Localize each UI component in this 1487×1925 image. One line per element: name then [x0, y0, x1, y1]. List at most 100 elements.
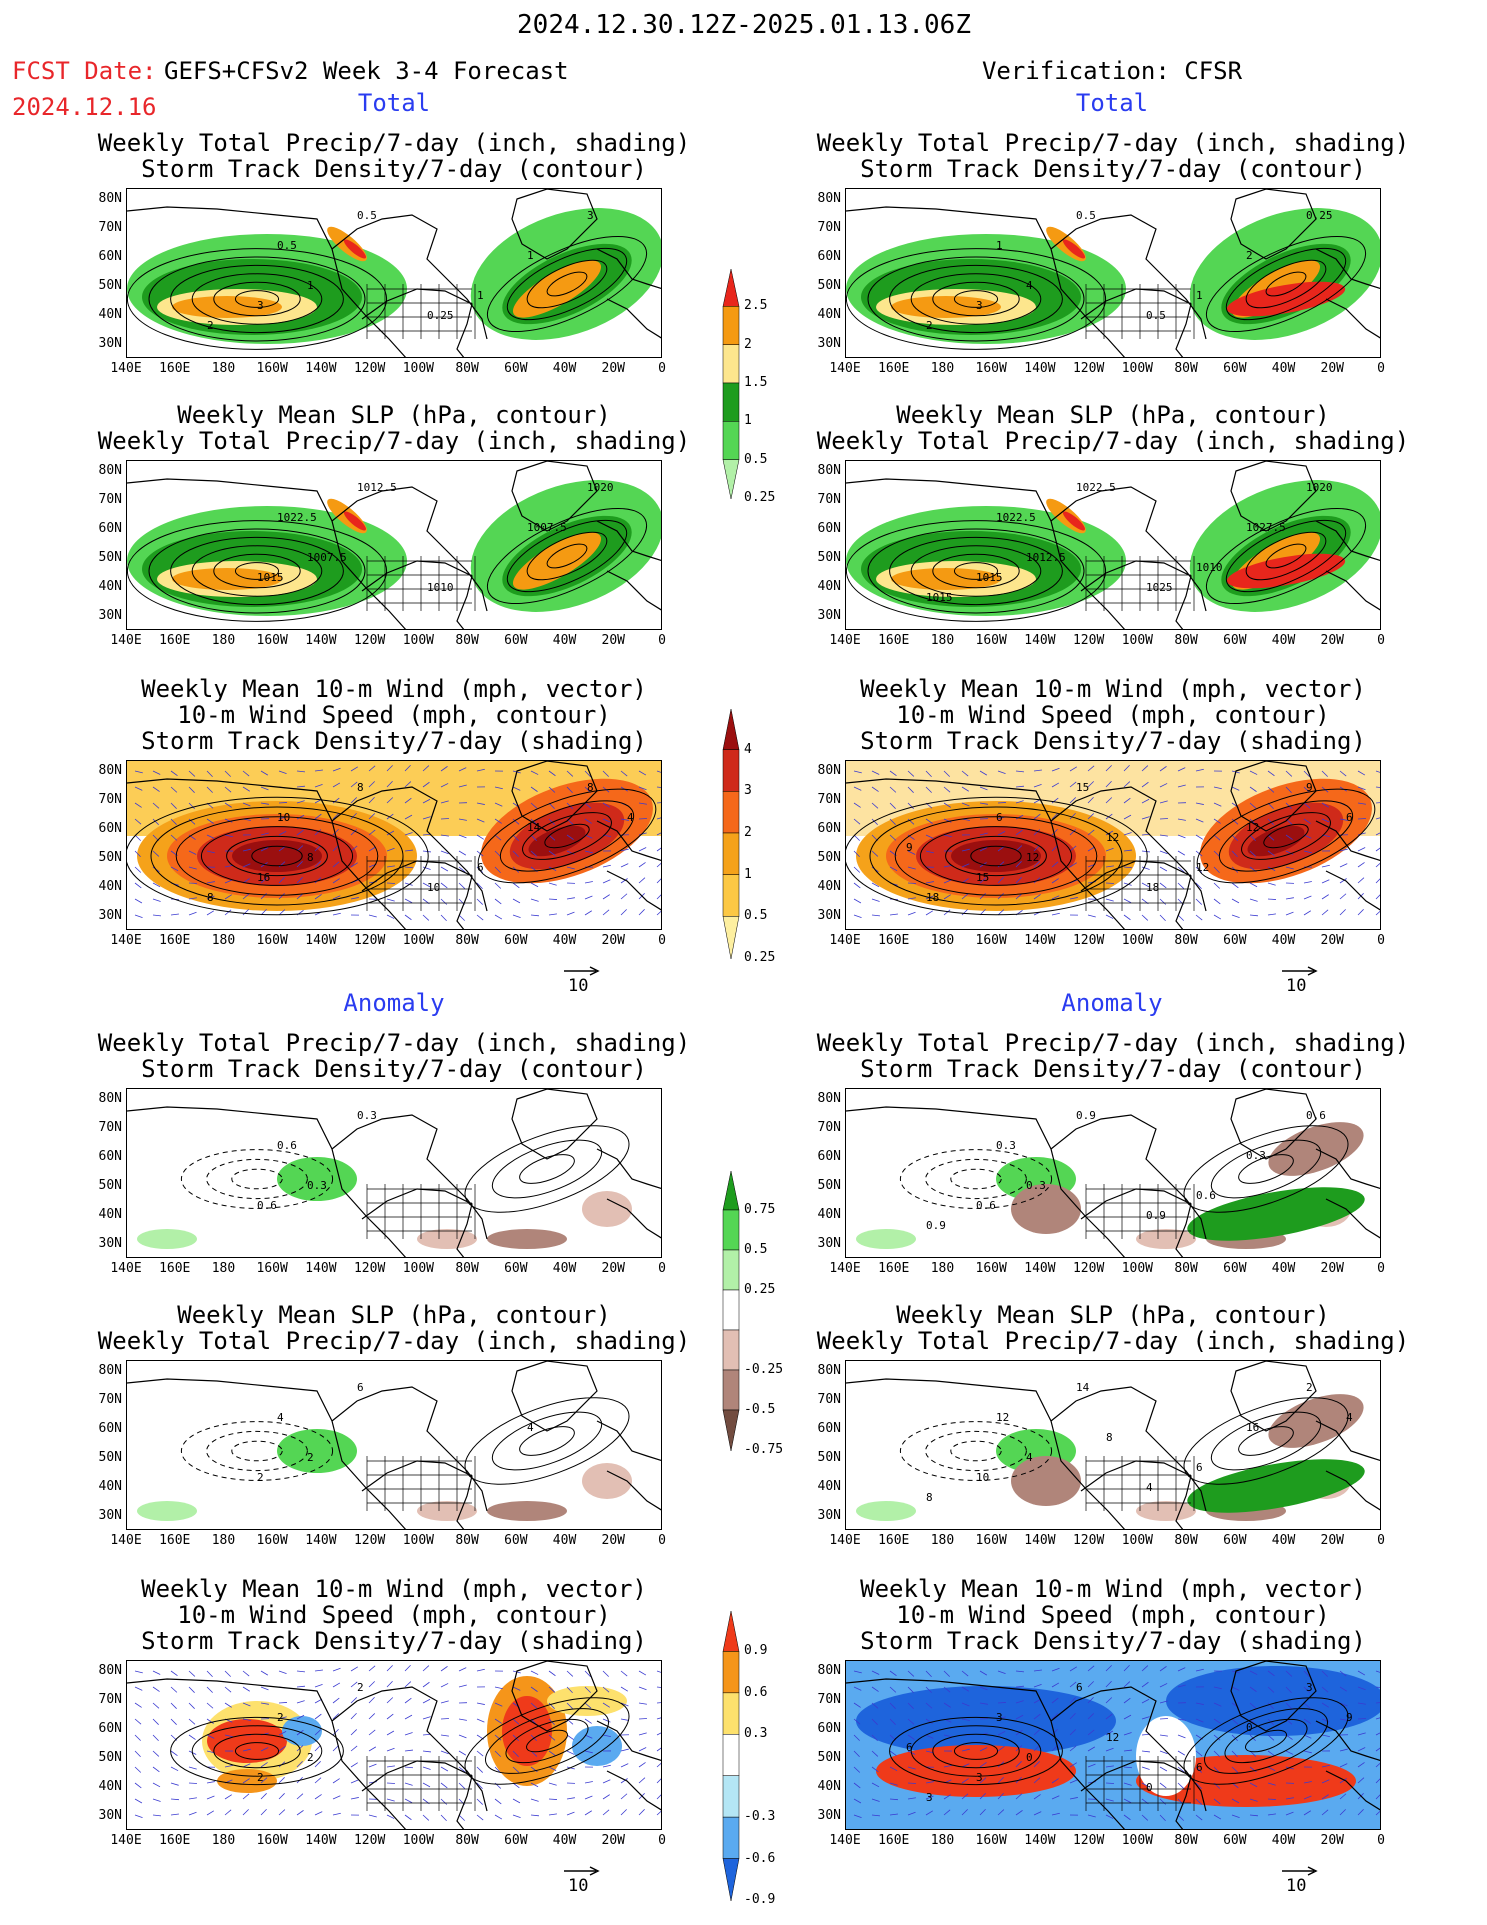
contour-label: 3	[926, 1791, 933, 1804]
contour-label: 12	[1246, 821, 1259, 834]
lon-tick-label: 140E	[829, 361, 861, 376]
lat-tick-label: 30N	[98, 336, 122, 351]
lon-tick-label: 180	[930, 1833, 955, 1848]
lon-tick-label: 160W	[256, 933, 288, 948]
vector-ref-4: 10	[1280, 1865, 1320, 1895]
contour-label: 16	[257, 871, 270, 884]
contour-label: 0.3	[357, 1109, 377, 1122]
contour-label: 4	[277, 1411, 284, 1424]
colorbar-swatch	[722, 1209, 740, 1251]
lon-tick-label: 100W	[402, 361, 435, 376]
contour-label: 6	[996, 811, 1003, 824]
contour-label: 0.9	[1076, 1109, 1096, 1122]
lon-tick-label: 180	[930, 1261, 955, 1276]
colorbar-tick-label: 0.5	[744, 1242, 768, 1257]
lon-tick-label: 0	[1377, 933, 1385, 948]
contour-label: 1	[477, 289, 484, 302]
contour-label: 15	[976, 871, 989, 884]
lon-tick-label: 60W	[1223, 633, 1247, 648]
lat-tick-label: 70N	[817, 220, 841, 235]
panel-title: 10-m Wind Speed (mph, contour)	[896, 701, 1330, 729]
lon-tick-label: 100W	[402, 1533, 435, 1548]
contour-label: 6	[357, 1381, 364, 1394]
lat-tick-label: 50N	[98, 278, 122, 293]
lon-tick-label: 0	[1377, 1533, 1385, 1548]
contour-label: 4	[1346, 1411, 1353, 1424]
contour-label: 8	[926, 1491, 933, 1504]
contour-label: 18	[926, 891, 939, 904]
map-panel: 3 6 0 3 0 0 3 3 6 9 12 6	[845, 1660, 1381, 1830]
colorbar-tick-label: 0.5	[744, 451, 768, 467]
lon-tick-label: 40W	[552, 1533, 577, 1548]
contour-label: 2	[926, 319, 933, 332]
lon-tick-label: 160W	[975, 1833, 1007, 1848]
arrow-right-icon	[564, 1866, 600, 1876]
lat-tick-label: 70N	[98, 1692, 122, 1707]
lon-tick-label: 120W	[1072, 1261, 1105, 1276]
lat-tick-label: 70N	[817, 1392, 841, 1407]
panel-title: Storm Track Density/7-day (shading)	[141, 727, 647, 755]
lat-tick-label: 70N	[98, 1392, 122, 1407]
colorbar-tick-label: 0.75	[744, 1202, 776, 1217]
contour-label: 1027.5	[1246, 521, 1286, 534]
map-plot: 10 8 8 16 14 10 8 8 6 4	[127, 761, 661, 929]
lat-tick-label: 40N	[817, 579, 841, 594]
contour-label: 6	[1196, 1461, 1203, 1474]
lon-tick-label: 20W	[601, 933, 626, 948]
panel-title: Storm Track Density/7-day (shading)	[860, 727, 1366, 755]
lat-tick-label: 40N	[98, 879, 122, 894]
lat-tick-label: 30N	[98, 1508, 122, 1523]
lon-tick-label: 40W	[552, 633, 577, 648]
lon-tick-label: 180	[930, 633, 955, 648]
contour-label: 6	[477, 861, 484, 874]
contour-label: 14	[1076, 1381, 1090, 1394]
lon-tick-label: 120W	[353, 1833, 386, 1848]
contour-label: 12	[1196, 861, 1209, 874]
panel-title: Storm Track Density/7-day (shading)	[141, 1627, 647, 1655]
lon-tick-label: 100W	[1121, 1533, 1154, 1548]
lon-tick-label: 60W	[1223, 933, 1247, 948]
lat-tick-label: 70N	[98, 792, 122, 807]
contour-label: 1022.5	[1076, 481, 1116, 494]
lon-tick-label: 140W	[1024, 933, 1056, 948]
lat-tick-label: 50N	[817, 850, 841, 865]
lat-tick-label: 80N	[98, 1663, 122, 1678]
lon-tick-label: 140W	[1024, 1533, 1056, 1548]
panel-title: Weekly Mean 10-m Wind (mph, vector)	[141, 1575, 647, 1603]
lon-tick-label: 140E	[829, 1833, 861, 1848]
lon-tick-label: 80W	[1174, 1833, 1198, 1848]
contour-label: 10	[427, 881, 440, 894]
lat-tick-label: 70N	[98, 492, 122, 507]
colorbar-tick-label: 2.5	[744, 298, 768, 314]
lon-tick-label: 20W	[1320, 1261, 1345, 1276]
colorbar-swatch	[722, 1610, 740, 1652]
colorbar-tick-label: -0.9	[744, 1892, 776, 1907]
colorbar-swatch	[722, 421, 740, 460]
model-label: GEFS+CFSv2 Week 3-4 Forecast	[164, 57, 569, 85]
lon-tick-label: 180	[211, 933, 236, 948]
lon-tick-label: 0	[1377, 1833, 1385, 1848]
colorbar-tick-label: 4	[744, 741, 752, 757]
lat-tick-label: 30N	[98, 908, 122, 923]
contour-label: 2	[357, 1681, 364, 1694]
lat-tick-label: 60N	[817, 1149, 841, 1164]
lat-tick-label: 30N	[817, 1808, 841, 1823]
colorbar-swatch	[722, 1816, 740, 1859]
contour-label: 14	[527, 821, 541, 834]
lat-tick-label: 50N	[817, 1450, 841, 1465]
contour-label: 0.25	[1306, 209, 1333, 222]
lat-tick-label: 40N	[98, 579, 122, 594]
contour-label: 1010	[427, 581, 454, 594]
contour-label: 2	[1246, 249, 1253, 262]
colorbar-tick-label: 2	[744, 825, 752, 840]
lat-tick-label: 50N	[817, 1178, 841, 1193]
colorbar-swatch	[722, 344, 740, 384]
contour-label: 1020	[1306, 481, 1333, 494]
lon-tick-label: 20W	[601, 1533, 626, 1548]
lat-tick-label: 60N	[817, 521, 841, 536]
fcst-date: 2024.12.16	[12, 93, 157, 121]
panel-title: Weekly Total Precip/7-day (inch, shading…	[816, 1327, 1410, 1355]
contour-label: 0.3	[1246, 1149, 1266, 1162]
colorbar-tick-label: 0.25	[744, 490, 776, 505]
lat-tick-label: 50N	[817, 1750, 841, 1765]
